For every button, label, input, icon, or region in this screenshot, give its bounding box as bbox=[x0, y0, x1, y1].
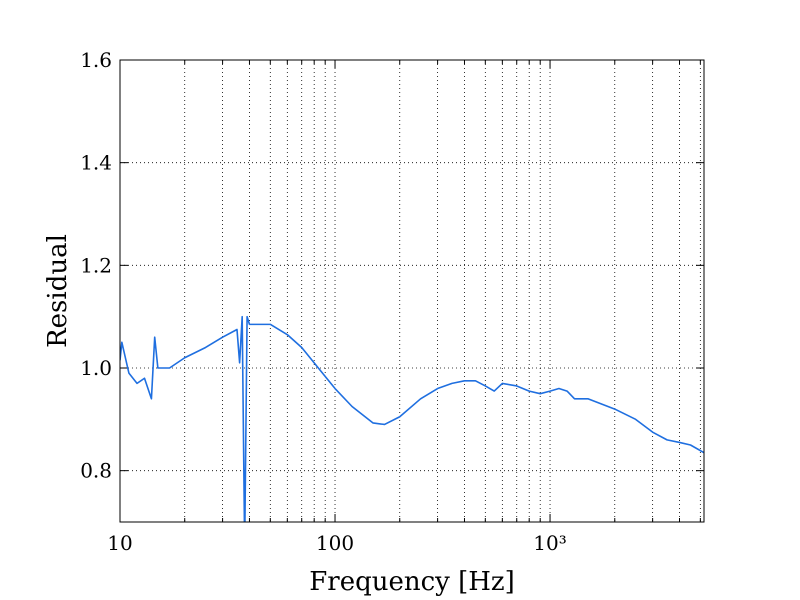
labels: Frequency [Hz] Residual 0.8 1.0 1.2 1.4 1.6 1… bbox=[43, 48, 567, 597]
grid bbox=[119, 59, 704, 522]
x-tick-label: 10³ bbox=[533, 531, 566, 555]
x-tick-label: 10 bbox=[107, 531, 132, 555]
data-line bbox=[120, 315, 704, 522]
y-tick-label: 1.4 bbox=[80, 151, 112, 175]
y-tick-label: 1.2 bbox=[80, 253, 112, 277]
y-axis-label: Residual bbox=[43, 234, 73, 348]
y-tick-label: 0.8 bbox=[80, 459, 112, 483]
x-tick-label: 100 bbox=[316, 531, 354, 555]
y-tick-label: 1.0 bbox=[80, 356, 112, 380]
y-tick-label: 1.6 bbox=[80, 48, 112, 72]
x-axis-label: Frequency [Hz] bbox=[309, 567, 515, 597]
plot-frame bbox=[119, 59, 705, 523]
plot-area bbox=[120, 315, 704, 522]
